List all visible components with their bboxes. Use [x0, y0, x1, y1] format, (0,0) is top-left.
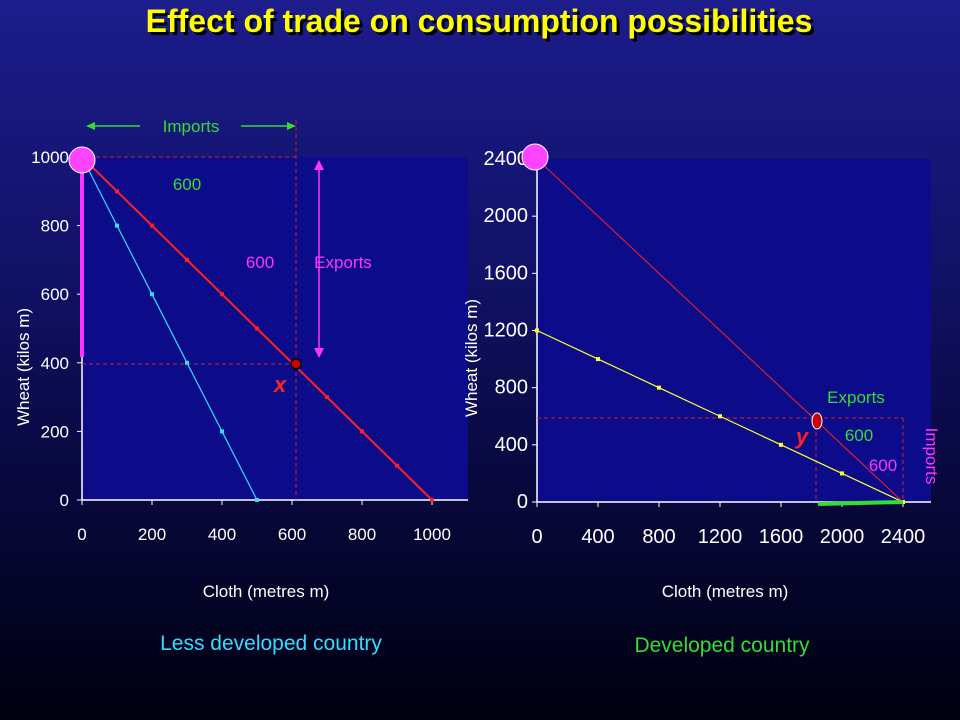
consumption-marker [220, 292, 224, 297]
x-tick-label: 2400 [881, 526, 926, 548]
y-tick-label: 400 [495, 434, 528, 456]
x-axis-label-right: Cloth (metres m) [662, 582, 789, 601]
imports-label-left: Imports [163, 117, 220, 136]
y-axis-label-left: Wheat (kilos m) [14, 308, 33, 426]
production-marker [779, 442, 783, 447]
x-tick-label: 400 [581, 526, 614, 548]
y-tick-label: 2000 [484, 205, 529, 227]
x-tick-label: 1000 [413, 525, 451, 544]
title: Effect of trade on consumption possibili… [146, 3, 813, 39]
production-marker [596, 357, 600, 362]
production-marker [535, 328, 539, 333]
production-marker [657, 385, 661, 390]
imports-arrowhead-right [287, 122, 296, 130]
production-marker [255, 498, 259, 502]
trade-point-left [290, 358, 302, 370]
production-line-left [81, 156, 258, 501]
y-tick-label: 600 [41, 285, 69, 304]
x-tick-label: 0 [531, 526, 542, 548]
production-marker [185, 360, 189, 365]
trade-point-label-right: y [795, 424, 810, 449]
y-tick-label: 800 [495, 377, 528, 399]
consumption-marker [115, 189, 119, 194]
x-tick-label: 800 [348, 525, 376, 544]
plot-area-right [537, 159, 931, 502]
production-point-right [521, 143, 549, 171]
x-tick-label: 2000 [820, 526, 865, 548]
consumption-marker [150, 223, 154, 228]
production-marker [840, 471, 844, 476]
consumption-marker [185, 257, 189, 262]
trade-point-right [811, 412, 823, 430]
production-marker [115, 223, 119, 228]
x-axis-label-left: Cloth (metres m) [203, 582, 330, 601]
y-ticks-left: 0 200 400 600 800 1000 [31, 148, 82, 510]
x-tick-label: 1600 [759, 526, 804, 548]
y-tick-label: 200 [41, 422, 69, 441]
caption-left: Less developed country [160, 632, 382, 655]
x-ticks-left: 0 200 400 600 800 1000 [77, 500, 451, 544]
exports-label-left: Exports [314, 253, 372, 272]
consumption-marker [255, 326, 259, 331]
trade-point-label-left: x [273, 372, 287, 397]
title-shadow: Effect of trade on consumption possibili… [149, 6, 816, 42]
exports-arrowhead-up [314, 160, 324, 170]
exports-label-right: Exports [827, 388, 885, 407]
y-tick-label: 1000 [31, 148, 69, 167]
x-tick-label: 1200 [698, 526, 743, 548]
exports-arrowhead-down [314, 348, 324, 358]
y-tick-label: 1200 [484, 320, 529, 342]
plot-area-left [82, 157, 468, 500]
chart-left: 0 200 400 600 800 1000 0 200 400 600 800 1000 Impo… [14, 117, 468, 655]
imports-arrowhead-left [86, 122, 95, 130]
y-tick-label: 1600 [484, 262, 529, 284]
x-ticks-right: 0 400 800 1200 1600 2000 2400 [531, 502, 925, 548]
consumption-marker [360, 429, 364, 434]
imports-value-right: 600 [869, 456, 897, 475]
consumption-marker [325, 395, 329, 400]
exports-bar-right [817, 500, 904, 506]
production-point-left [68, 146, 96, 174]
x-tick-label: 800 [642, 526, 675, 548]
y-axis-label-right: Wheat (kilos m) [462, 299, 481, 417]
chart-right: 0 400 800 1200 1600 2000 2400 0 400 800 1200 1600 2… [462, 143, 941, 657]
x-tick-label: 200 [138, 525, 166, 544]
consumption-marker [395, 463, 399, 468]
x-tick-label: 400 [208, 525, 236, 544]
imports-value-left: 600 [173, 175, 201, 194]
exports-value-right: 600 [845, 426, 873, 445]
exports-value-left: 600 [246, 253, 274, 272]
imports-label-right: Imports [922, 428, 941, 485]
x-tick-label: 600 [278, 525, 306, 544]
y-ticks-right: 0 400 800 1200 1600 2000 2400 [484, 148, 537, 513]
production-marker [220, 429, 224, 434]
consumption-marker [430, 498, 434, 502]
y-tick-label: 400 [41, 354, 69, 373]
y-tick-label: 0 [517, 491, 528, 513]
y-tick-label: 0 [60, 491, 69, 510]
y-tick-label: 2400 [484, 148, 529, 170]
caption-right: Developed country [634, 634, 810, 657]
production-marker [718, 414, 722, 419]
x-tick-label: 0 [77, 525, 86, 544]
production-marker [150, 292, 154, 297]
consumption-line-right [536, 158, 904, 503]
y-tick-label: 800 [41, 217, 69, 236]
